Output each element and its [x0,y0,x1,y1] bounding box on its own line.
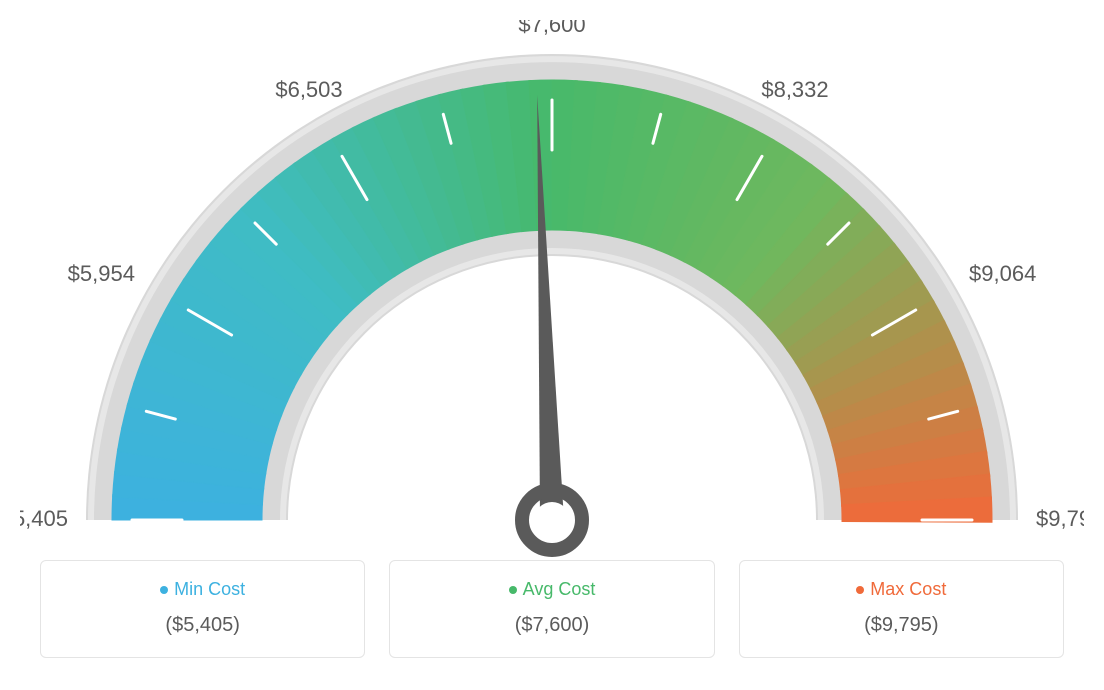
legend-title-avg-text: Avg Cost [523,579,596,599]
svg-text:$9,795: $9,795 [1036,506,1084,531]
legend-title-min-text: Min Cost [174,579,245,599]
legend-card-min: Min Cost ($5,405) [40,560,365,658]
legend-card-avg: Avg Cost ($7,600) [389,560,714,658]
svg-text:$9,064: $9,064 [969,261,1036,286]
gauge-chart: $5,405 $5,954 $6,503 $7,600 $8,332 $9,064 $9,7… [20,20,1084,560]
legend-title-max: Max Cost [752,579,1051,600]
svg-text:$5,405: $5,405 [20,506,68,531]
legend-title-avg: Avg Cost [402,579,701,600]
legend-title-max-text: Max Cost [870,579,946,599]
legend-value-avg: ($7,600) [402,614,701,637]
legend-card-max: Max Cost ($9,795) [739,560,1064,658]
legend-value-max: ($9,795) [752,614,1051,637]
legend-dot-max [856,586,864,594]
svg-text:$6,503: $6,503 [275,77,342,102]
gauge-svg: $5,405 $5,954 $6,503 $7,600 $8,332 $9,064 $9,7… [20,20,1084,560]
legend-title-min: Min Cost [53,579,352,600]
legend-value-min: ($5,405) [53,614,352,637]
legend-dot-avg [509,586,517,594]
legend-row: Min Cost ($5,405) Avg Cost ($7,600) Max … [20,560,1084,658]
legend-dot-min [160,586,168,594]
svg-text:$7,600: $7,600 [518,20,585,37]
svg-text:$5,954: $5,954 [68,261,135,286]
svg-text:$8,332: $8,332 [761,77,828,102]
